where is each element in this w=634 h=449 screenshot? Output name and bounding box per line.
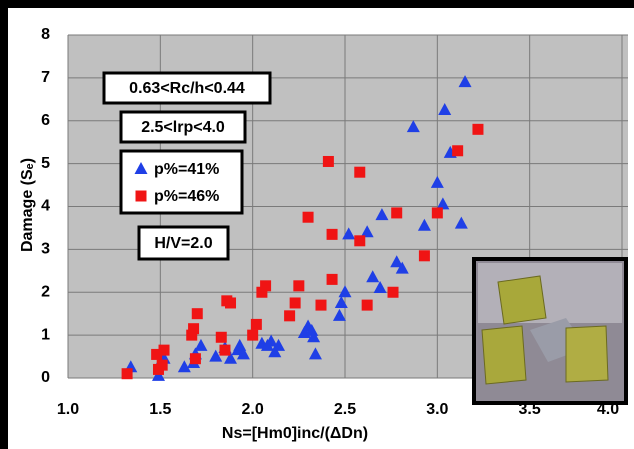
- square-point: [188, 323, 200, 335]
- square-point: [256, 286, 268, 298]
- square-point: [247, 329, 259, 341]
- y-tick-label: 7: [41, 69, 50, 86]
- square-point: [431, 207, 443, 219]
- photo-block: [565, 325, 609, 383]
- triangle-point: [406, 120, 420, 133]
- triangle-point: [360, 225, 374, 238]
- triangle-point: [458, 75, 472, 88]
- square-point: [354, 235, 366, 247]
- legend-label: p%=46%: [154, 188, 219, 205]
- x-tick-label: 4.0: [597, 401, 619, 418]
- triangle-point: [194, 338, 208, 351]
- triangle-point: [436, 197, 450, 210]
- square-point: [387, 286, 399, 298]
- x-tick-label: 2.0: [242, 401, 264, 418]
- square-point: [189, 353, 201, 365]
- triangle-point: [236, 347, 250, 360]
- triangle-point: [373, 280, 387, 293]
- x-axis-label: Ns=[Hm0]inc/(ΔDn): [222, 425, 368, 442]
- square-point: [452, 145, 464, 157]
- square-point: [158, 344, 170, 356]
- square-point: [322, 155, 334, 167]
- square-point: [191, 308, 203, 320]
- square-point: [215, 331, 227, 343]
- x-tick-label: 1.5: [149, 401, 171, 418]
- triangle-point: [268, 345, 282, 358]
- legend-marker: [134, 162, 148, 174]
- square-point: [326, 228, 338, 240]
- triangle-point: [224, 351, 238, 364]
- photo-block: [481, 325, 527, 385]
- y-tick-label: 2: [41, 283, 50, 300]
- square-point: [186, 329, 198, 341]
- y-tick-label: 8: [41, 26, 50, 43]
- square-point: [250, 318, 262, 330]
- triangle-point: [390, 255, 404, 268]
- y-tick-label: 1: [41, 326, 50, 343]
- square-point: [326, 273, 338, 285]
- y-tick-label: 5: [41, 155, 50, 172]
- x-tick-label: 3.5: [519, 401, 541, 418]
- square-point: [391, 207, 403, 219]
- triangle-point: [272, 338, 286, 351]
- triangle-point: [233, 338, 247, 351]
- x-tick-label: 3.0: [426, 401, 448, 418]
- y-tick-label: 4: [41, 198, 50, 215]
- triangle-point: [308, 347, 322, 360]
- triangle-point: [454, 216, 468, 229]
- square-point: [260, 280, 272, 292]
- square-point: [354, 166, 366, 178]
- annotation-box: [102, 71, 272, 105]
- annotation-box: [137, 225, 230, 261]
- y-tick-label: 6: [41, 112, 50, 129]
- triangle-point: [305, 323, 319, 336]
- photo-block: [497, 275, 547, 325]
- square-point: [219, 344, 231, 356]
- triangle-point: [307, 330, 321, 343]
- square-point: [121, 368, 133, 380]
- square-point: [289, 297, 301, 309]
- triangle-point: [395, 261, 409, 274]
- annotation: H/V=2.0: [154, 235, 212, 252]
- square-point: [302, 211, 314, 223]
- square-point: [315, 299, 327, 311]
- y-tick-label: 3: [41, 241, 50, 258]
- square-point: [156, 359, 168, 371]
- x-tick-label: 1.0: [57, 401, 79, 418]
- x-tick-label: 2.5: [334, 401, 356, 418]
- annotation-box: [119, 110, 247, 144]
- square-point: [225, 297, 237, 309]
- y-tick-label: 0: [41, 369, 50, 386]
- triangle-point: [375, 208, 389, 221]
- annotation: 2.5<lrp<4.0: [141, 119, 225, 136]
- square-point: [293, 280, 305, 292]
- triangle-point: [338, 285, 352, 298]
- triangle-point: [342, 227, 356, 240]
- photo-inset: [472, 257, 628, 405]
- square-point: [284, 310, 296, 322]
- annotation-box: [119, 149, 244, 215]
- square-point: [418, 250, 430, 262]
- triangle-point: [332, 308, 346, 321]
- triangle-point: [438, 103, 452, 116]
- triangle-point: [334, 295, 348, 308]
- y-axis-label: Damage (Sₑ): [19, 158, 36, 252]
- square-point: [151, 348, 163, 360]
- square-point: [361, 299, 373, 311]
- triangle-point: [264, 334, 278, 347]
- triangle-point: [366, 270, 380, 283]
- triangle-point: [209, 349, 223, 362]
- legend-marker: [135, 190, 147, 202]
- legend-label: p%=41%: [154, 161, 219, 178]
- annotation: 0.63<Rc/h<0.44: [129, 80, 245, 97]
- triangle-point: [177, 360, 191, 373]
- triangle-point: [430, 175, 444, 188]
- square-point: [472, 123, 484, 135]
- triangle-point: [417, 218, 431, 231]
